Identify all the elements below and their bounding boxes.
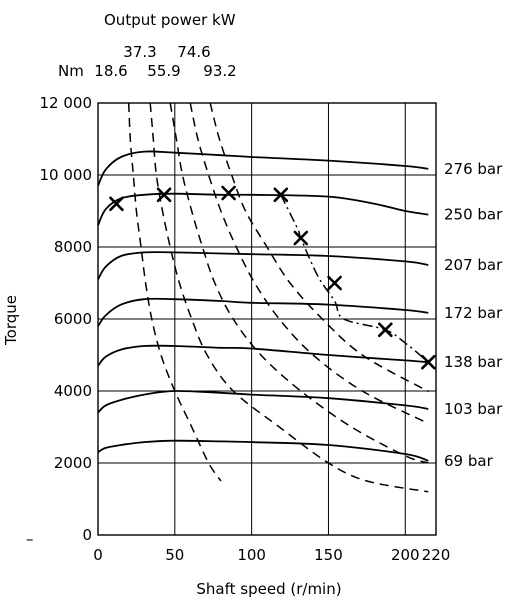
pressure-label: 69 bar — [444, 452, 494, 470]
marker-cross — [379, 324, 391, 336]
power-label: 37.3 — [123, 43, 156, 61]
torque-curve-103-bar — [98, 391, 428, 413]
y-tick-label: 10 000 — [40, 166, 93, 184]
power-label: 74.6 — [177, 43, 210, 61]
y-tick-label: 12 000 — [40, 94, 93, 112]
markers — [110, 187, 434, 368]
max-power-curve — [281, 195, 429, 362]
torque-curves — [98, 151, 428, 460]
pressure-label: 138 bar — [444, 353, 503, 371]
x-tick-label: 50 — [165, 546, 184, 564]
marker-cross — [223, 187, 235, 199]
marker-cross — [329, 277, 341, 289]
stray-mark: – — [26, 530, 34, 548]
power-label: 93.2 — [203, 62, 236, 80]
x-tick-label: 0 — [93, 546, 103, 564]
x-tick-label: 100 — [237, 546, 266, 564]
torque-curve-138-bar — [98, 346, 428, 366]
top-axis-title: Output power kW — [104, 11, 236, 29]
y-tick-label: 4000 — [54, 382, 92, 400]
torque-curve-276-bar — [98, 151, 428, 185]
y-tick-label: 6000 — [54, 310, 92, 328]
x-tick-label: 220 — [422, 546, 451, 564]
torque-curve-250-bar — [98, 194, 428, 226]
y-axis-label: Torque — [2, 295, 20, 346]
torque-curve-69-bar — [98, 441, 428, 461]
x-tick-label: 200 — [391, 546, 420, 564]
torque-curve-207-bar — [98, 252, 428, 279]
power-label: 55.9 — [147, 62, 180, 80]
y-tick-label: 8000 — [54, 238, 92, 256]
pressure-label: 207 bar — [444, 256, 503, 274]
power-curve-55-9 — [170, 103, 428, 463]
pressure-label: 250 bar — [444, 206, 503, 224]
power-curve-74-6 — [190, 103, 428, 423]
power-curve-37-3 — [150, 103, 428, 492]
chart-text: Output power kW Nm Shaft speed (r/min) T… — [2, 11, 503, 598]
x-axis-label: Shaft speed (r/min) — [196, 580, 341, 598]
pressure-label: 276 bar — [444, 160, 503, 178]
pressure-label: 172 bar — [444, 304, 503, 322]
y-tick-label: 0 — [82, 526, 92, 544]
pressure-label: 103 bar — [444, 400, 503, 418]
power-curves — [129, 103, 429, 492]
x-tick-label: 150 — [314, 546, 343, 564]
marker-cross — [295, 232, 307, 244]
max-power-line — [281, 195, 429, 362]
grid — [98, 103, 436, 535]
torque-curve-172-bar — [98, 299, 428, 326]
top-axis-unit: Nm — [58, 62, 84, 80]
power-label: 18.6 — [94, 62, 127, 80]
y-tick-label: 2000 — [54, 454, 92, 472]
